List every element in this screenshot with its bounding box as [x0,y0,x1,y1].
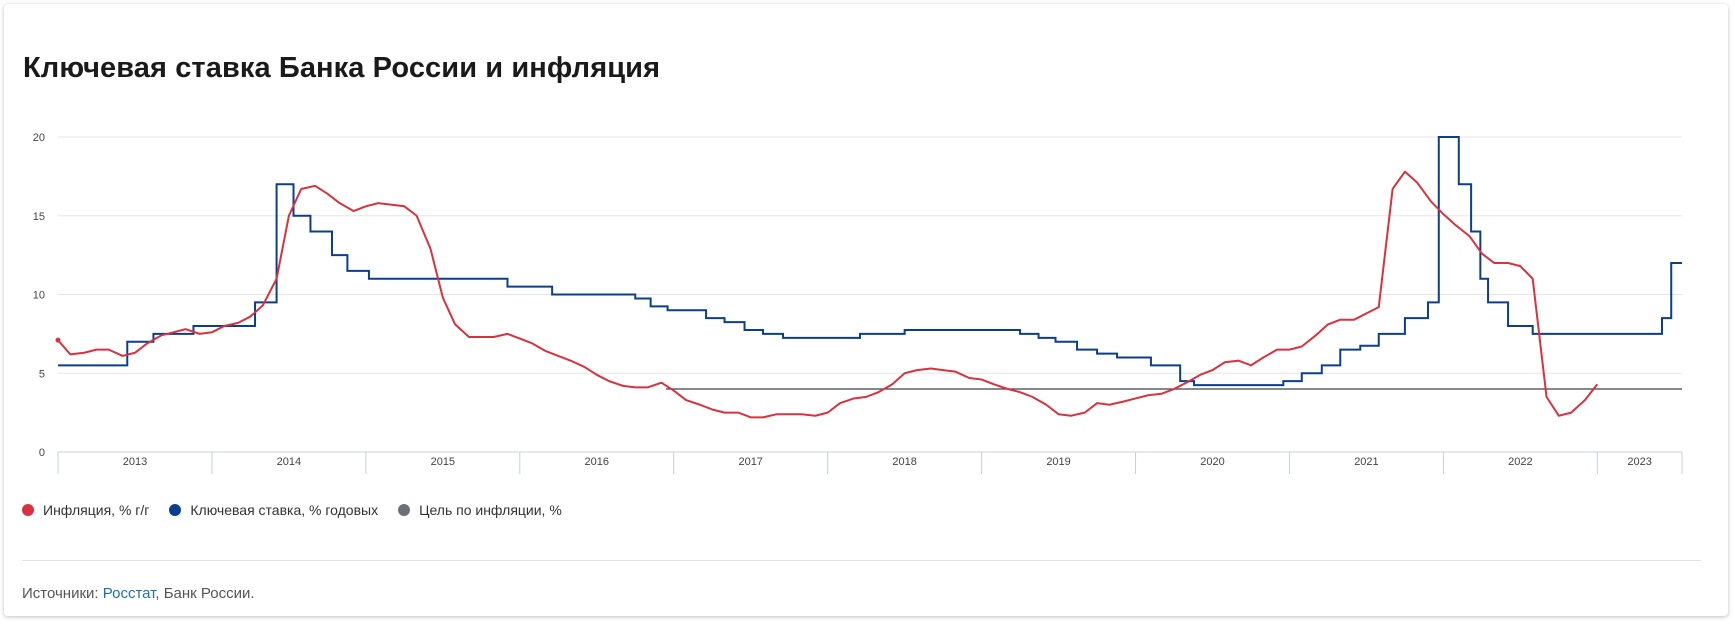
x-tick-label: 2017 [738,456,762,468]
y-tick-label: 5 [39,368,45,380]
x-tick-label: 2023 [1627,456,1651,468]
sources-note: Источники: Росстат, Банк России. [22,585,255,602]
page-title: Ключевая ставка Банка России и инфляция [23,52,661,84]
x-tick-label: 2016 [585,456,609,468]
series-key-rate-line [58,136,1682,387]
legend-dot-icon [169,504,182,516]
series-inflation-line [57,170,1599,419]
x-tick-label: 2021 [1354,456,1378,468]
legend-label-inflation-target: Цель по инфляции, % [419,502,562,518]
legend-dot-icon [398,504,411,516]
divider [22,560,1701,561]
y-tick-label: 15 [33,211,45,223]
legend-item-inflation[interactable]: Инфляция, % г/г [22,502,149,518]
chart-card [4,4,1728,616]
y-tick-label: 10 [33,290,45,302]
sources-rest: , Банк России. [155,585,255,602]
rosstat-link[interactable]: Росстат [102,585,156,602]
series-inflation-start-marker [55,337,61,343]
chart-area: 0 5 10 15 20 2013 2014 2015 2016 2017 2018 2019 2020… [33,132,1683,474]
x-tick-label: 2018 [892,456,916,468]
x-tick-label: 2015 [431,456,455,468]
legend-item-key-rate[interactable]: Ключевая ставка, % годовых [169,502,378,518]
legend-label-inflation: Инфляция, % г/г [43,502,150,518]
y-tick-label: 20 [33,132,45,144]
x-tick-label: 2014 [277,456,301,468]
legend-dot-icon [22,504,34,516]
legend-item-inflation-target[interactable]: Цель по инфляции, % [398,502,562,518]
x-tick-label: 2020 [1200,456,1224,468]
chart-legend: Инфляция, % г/г Ключевая ставка, % годов… [22,502,562,518]
x-tick-label: 2022 [1508,456,1532,468]
x-tick-label: 2019 [1046,456,1070,468]
sources-prefix: Источники: [22,585,103,602]
legend-label-key-rate: Ключевая ставка, % годовых [190,502,379,518]
y-tick-label: 0 [39,447,45,459]
x-tick-label: 2013 [123,456,147,468]
